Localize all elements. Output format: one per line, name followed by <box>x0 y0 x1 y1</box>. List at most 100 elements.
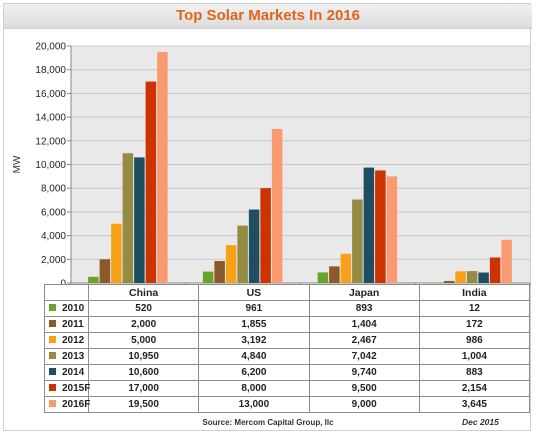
table-cell: 6,200 <box>198 364 310 381</box>
table-cell: 986 <box>418 332 531 349</box>
legend-swatch <box>49 303 56 311</box>
series-legend-label: 2016F <box>44 396 91 413</box>
table-row: 2010 520 961 893 12 <box>44 300 531 317</box>
legend-swatch <box>49 399 56 407</box>
y-tick-label: 6,000 <box>41 207 66 218</box>
data-table-header: China US Japan India <box>44 284 531 301</box>
data-table: China US Japan India 2010 520 961 893 12 2011 2,0… <box>44 284 531 413</box>
table-cell: 883 <box>418 364 531 381</box>
table-cell: 961 <box>198 300 310 317</box>
series-legend-label: 2013 <box>44 348 89 365</box>
table-row: 2012 5,000 3,192 2,467 986 <box>44 332 531 349</box>
series-name: 2011 <box>62 318 84 330</box>
bar-2013-india <box>466 271 478 283</box>
bar-2013-japan <box>352 199 363 283</box>
bar-2012-india <box>455 271 466 283</box>
y-tick-label: 14,000 <box>35 113 66 124</box>
table-row: 2013 10,950 4,840 7,042 1,004 <box>44 348 531 365</box>
bar-2016f-japan <box>386 176 398 283</box>
bar-2014-us <box>248 209 260 283</box>
data-table-corner <box>44 284 89 301</box>
table-row: 2015F 17,000 8,000 9,500 2,154 <box>44 380 531 397</box>
y-tick-label: 4,000 <box>41 231 66 242</box>
table-cell: 1,855 <box>198 316 310 333</box>
bar-2011-us <box>214 261 225 283</box>
bar-2011-japan <box>329 266 340 283</box>
y-tick-label: 2,000 <box>41 255 66 266</box>
series-legend-label: 2014 <box>44 364 89 381</box>
legend-swatch <box>49 351 56 359</box>
bar-2012-us <box>225 245 237 283</box>
y-tick-label: 20,000 <box>35 42 66 53</box>
table-cell: 172 <box>418 316 531 333</box>
bar-2011-china <box>99 259 111 283</box>
bar-2011-india <box>443 280 455 283</box>
series-legend-label: 2015F <box>44 380 91 397</box>
bar-chart: 02,0004,0006,0008,00010,00012,00014,0001… <box>12 42 531 290</box>
table-cell: 4,840 <box>198 348 310 365</box>
category-header: India <box>418 284 531 301</box>
bar-2012-china <box>111 223 122 283</box>
table-cell: 2,154 <box>418 380 531 397</box>
table-cell: 2,467 <box>308 332 420 349</box>
bar-2016f-us <box>271 128 283 283</box>
table-cell: 3,645 <box>418 396 531 413</box>
chart-title: Top Solar Markets In 2016 <box>176 7 360 24</box>
bar-2013-china <box>122 153 134 283</box>
bar-2014-india <box>478 272 489 283</box>
bar-2013-us <box>237 225 248 283</box>
y-tick-label: 16,000 <box>35 89 66 100</box>
table-cell: 893 <box>308 300 420 317</box>
table-cell: 520 <box>87 300 200 317</box>
y-axis-label: MW <box>12 155 23 173</box>
bar-2014-china <box>134 157 145 283</box>
bar-2016f-china <box>157 51 168 283</box>
table-row: 2014 10,600 6,200 9,740 883 <box>44 364 531 381</box>
bar-2010-us <box>202 271 214 283</box>
table-cell: 3,192 <box>198 332 310 349</box>
series-name: 2015F <box>62 382 91 394</box>
table-cell: 19,500 <box>87 396 200 413</box>
table-cell: 10,600 <box>87 364 200 381</box>
table-cell: 13,000 <box>198 396 310 413</box>
y-tick-label: 12,000 <box>35 136 66 147</box>
date-note: Dec 2015 <box>462 417 499 427</box>
table-cell: 9,000 <box>308 396 420 413</box>
legend-swatch <box>49 335 56 343</box>
bar-2010-india <box>432 282 443 284</box>
table-cell: 1,404 <box>308 316 420 333</box>
source-note: Source: Mercom Capital Group, llc <box>202 418 334 427</box>
bar-2015f-japan <box>375 170 386 283</box>
y-tick-label: 10,000 <box>35 160 66 171</box>
bar-2015f-india <box>489 257 501 283</box>
table-cell: 5,000 <box>87 332 200 349</box>
category-header: Japan <box>308 284 420 301</box>
y-tick-label: 18,000 <box>35 65 66 76</box>
category-header: China <box>87 284 200 301</box>
table-cell: 12 <box>418 300 531 317</box>
series-name: 2016F <box>62 398 91 410</box>
series-legend-label: 2012 <box>44 332 89 349</box>
bar-2012-japan <box>340 253 352 283</box>
category-header: US <box>198 284 310 301</box>
series-name: 2014 <box>62 366 85 378</box>
table-row: 2016F 19,500 13,000 9,000 3,645 <box>44 396 531 413</box>
table-cell: 9,500 <box>308 380 420 397</box>
series-name: 2013 <box>62 350 85 362</box>
bar-2015f-us <box>260 188 271 283</box>
bar-2010-japan <box>317 272 329 283</box>
table-cell: 7,042 <box>308 348 420 365</box>
series-legend-label: 2011 <box>44 316 89 333</box>
series-legend-label: 2010 <box>44 300 89 317</box>
series-name: 2010 <box>62 302 85 314</box>
title-band <box>4 4 532 29</box>
legend-swatch <box>49 319 56 327</box>
bar-2014-japan <box>363 167 375 283</box>
chart-frame <box>3 3 531 431</box>
table-row: 2011 2,000 1,855 1,404 172 <box>44 316 531 333</box>
series-name: 2012 <box>62 334 85 346</box>
legend-swatch <box>49 367 56 375</box>
table-cell: 1,004 <box>418 348 531 365</box>
table-cell: 2,000 <box>87 316 200 333</box>
bar-2010-china <box>88 276 99 283</box>
